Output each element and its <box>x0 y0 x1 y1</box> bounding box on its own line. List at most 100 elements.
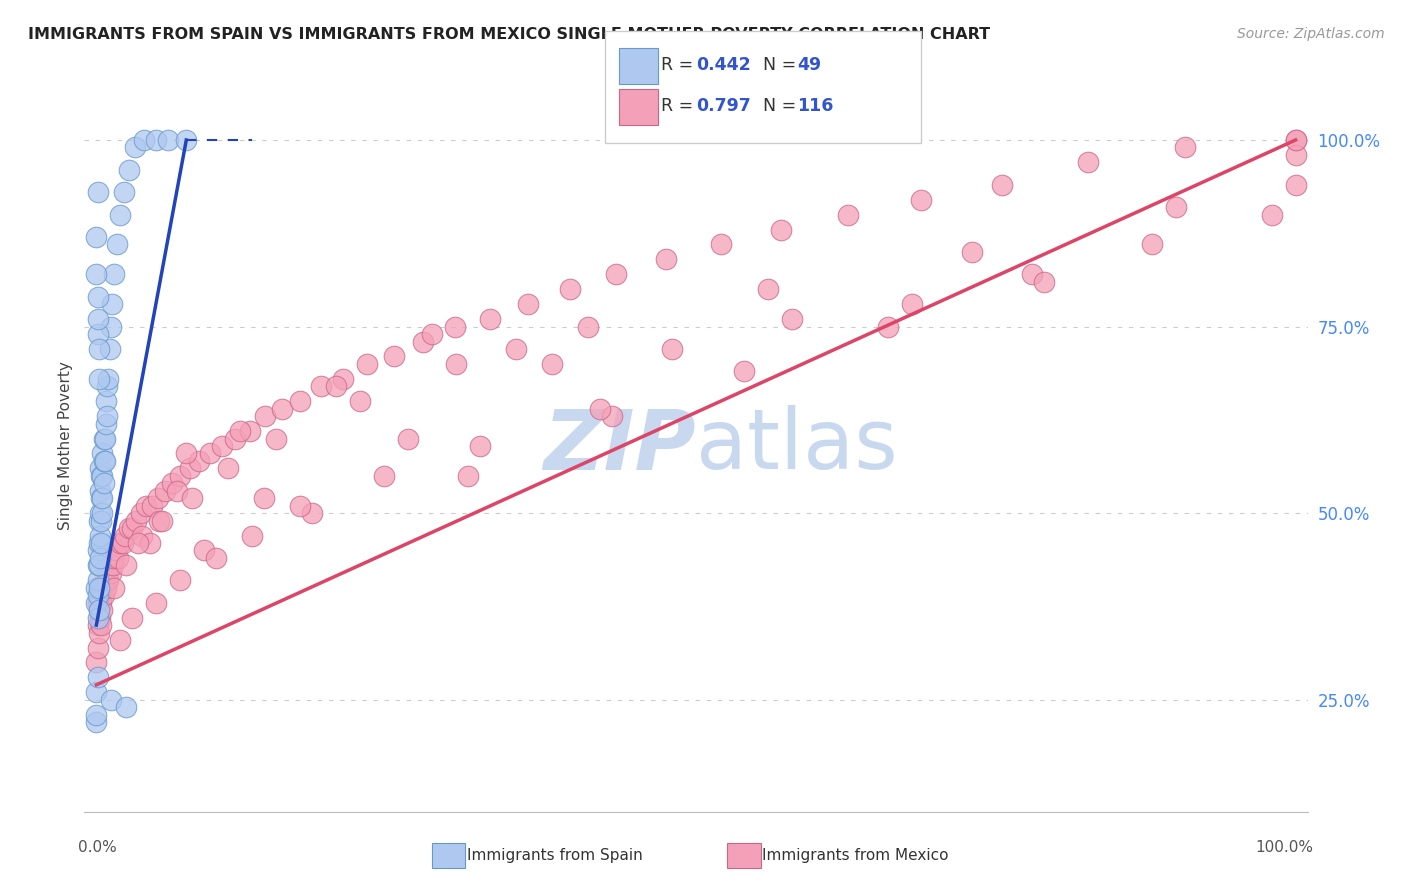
Point <box>114 528 136 542</box>
Point <box>412 334 434 349</box>
Point <box>87 342 110 356</box>
Text: R =: R = <box>661 56 699 74</box>
Point <box>271 401 294 416</box>
Point <box>115 558 138 573</box>
Point <box>290 394 312 409</box>
Point <box>98 558 121 573</box>
Point <box>1284 148 1306 162</box>
Point <box>1284 133 1306 147</box>
Point <box>118 521 141 535</box>
Point <box>240 528 263 542</box>
Point <box>87 603 110 617</box>
Point <box>93 432 117 446</box>
Point <box>901 297 924 311</box>
Point <box>150 514 173 528</box>
Point <box>135 499 157 513</box>
Point <box>837 208 859 222</box>
Point <box>86 596 108 610</box>
Point <box>86 581 108 595</box>
Text: N =: N = <box>763 97 803 115</box>
Point <box>90 596 112 610</box>
Point <box>96 566 118 580</box>
Point <box>160 476 183 491</box>
Point <box>91 468 114 483</box>
Point <box>174 446 197 460</box>
Point <box>87 625 110 640</box>
Point <box>166 483 188 498</box>
Point <box>100 566 122 580</box>
Point <box>576 319 599 334</box>
Point <box>91 603 114 617</box>
Text: R =: R = <box>661 97 699 115</box>
Point <box>332 372 354 386</box>
Point <box>93 454 115 468</box>
Point <box>224 432 246 446</box>
Point <box>86 230 108 244</box>
Point <box>1140 237 1163 252</box>
Point <box>264 432 287 446</box>
Point <box>90 618 112 632</box>
Point <box>558 282 581 296</box>
Point <box>349 394 371 409</box>
Point <box>87 558 110 573</box>
Point <box>1260 208 1282 222</box>
Point <box>169 574 191 588</box>
Point <box>86 707 108 722</box>
Point <box>86 558 108 573</box>
Point <box>655 252 678 267</box>
Point <box>444 357 467 371</box>
Point <box>420 326 443 341</box>
Point <box>90 536 112 550</box>
Point <box>86 543 108 558</box>
Text: Immigrants from Mexico: Immigrants from Mexico <box>762 848 949 863</box>
Point <box>600 409 623 424</box>
Point <box>115 700 138 714</box>
Point <box>505 342 527 356</box>
Point <box>110 536 132 550</box>
Point <box>253 491 276 506</box>
Point <box>87 536 110 550</box>
Point <box>127 536 149 550</box>
Point <box>91 491 114 506</box>
Point <box>124 140 146 154</box>
Point <box>86 685 108 699</box>
Point <box>756 282 779 296</box>
Point <box>373 468 395 483</box>
Point <box>169 468 191 483</box>
Point <box>145 133 167 147</box>
Point <box>179 461 201 475</box>
Point <box>661 342 683 356</box>
Point <box>145 596 167 610</box>
Point <box>103 581 125 595</box>
Text: 100.0%: 100.0% <box>1256 840 1313 855</box>
Point <box>86 656 108 670</box>
Point <box>90 491 112 506</box>
Point <box>193 543 215 558</box>
Point <box>101 558 124 573</box>
Point <box>86 618 108 632</box>
Point <box>356 357 378 371</box>
Point <box>96 409 118 424</box>
Point <box>301 506 323 520</box>
Point <box>90 468 112 483</box>
Point <box>139 536 162 550</box>
Point <box>444 319 467 334</box>
Point <box>86 290 108 304</box>
Point <box>94 394 117 409</box>
Text: 0.797: 0.797 <box>696 97 751 115</box>
Point <box>1284 178 1306 192</box>
Point <box>770 222 793 236</box>
Point <box>89 506 111 520</box>
Point <box>86 326 108 341</box>
Point <box>780 312 803 326</box>
Point <box>121 610 143 624</box>
Point <box>86 588 108 602</box>
Point <box>101 297 124 311</box>
Point <box>91 581 114 595</box>
Point <box>96 379 118 393</box>
Point <box>876 319 898 334</box>
Point <box>89 461 111 475</box>
Point <box>89 483 111 498</box>
Point <box>98 342 121 356</box>
Text: Source: ZipAtlas.com: Source: ZipAtlas.com <box>1237 27 1385 41</box>
